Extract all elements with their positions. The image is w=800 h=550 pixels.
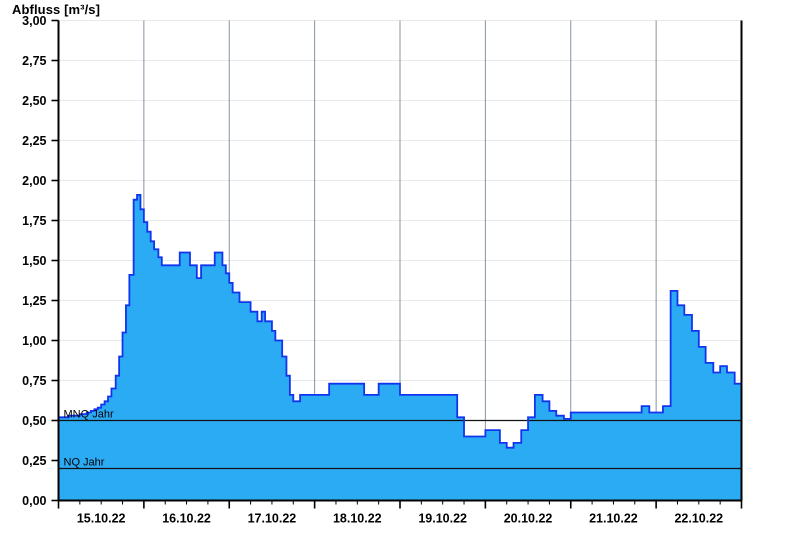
y-tick-label: 2,75	[22, 54, 46, 68]
x-tick-label: 19.10.22	[418, 512, 467, 526]
x-tick-label: 22.10.22	[674, 512, 723, 526]
y-tick-label: 1,00	[22, 334, 46, 348]
x-tick-label: 16.10.22	[162, 512, 211, 526]
reference-lines-group	[58, 419, 742, 470]
discharge-line	[58, 194, 743, 449]
y-tick-label: 2,00	[22, 174, 46, 188]
x-tick-label: 18.10.22	[333, 512, 382, 526]
y-tick-label: 0,75	[22, 374, 46, 388]
y-tick-label: 1,75	[22, 214, 46, 228]
y-tick-label: 2,50	[22, 94, 46, 108]
reference-line-labels: MNQ Jahr NQ Jahr	[64, 409, 114, 469]
reference-label-mnq: MNQ Jahr	[64, 409, 114, 421]
x-tick-label: 21.10.22	[589, 512, 638, 526]
series-line-path	[58, 194, 743, 449]
x-tick-label: 20.10.22	[504, 512, 553, 526]
x-axis-ticks: 15.10.22 16.10.22 17.10.22 18.10.22 19.10.22…	[57, 500, 743, 526]
area-fill-path	[58, 194, 742, 501]
y-tick-label: 0,25	[22, 454, 46, 468]
y-tick-label: 1,25	[22, 294, 46, 308]
y-tick-label: 0,00	[22, 494, 46, 508]
y-axis-ticks: 0,00 0,25 0,50 0,75 1,00 1,25 1,50 1,75 2,00 2,25…	[22, 14, 59, 508]
x-tick-label: 17.10.22	[248, 512, 297, 526]
chart-title: Abfluss [m³/s]	[12, 2, 101, 17]
y-tick-label: 3,00	[22, 14, 46, 28]
y-tick-label: 1,50	[22, 254, 46, 268]
x-tick-label: 15.10.22	[77, 512, 126, 526]
y-tick-label: 0,50	[22, 414, 46, 428]
discharge-area-fill	[58, 194, 742, 501]
y-tick-label: 2,25	[22, 134, 46, 148]
reference-label-nq: NQ Jahr	[64, 457, 105, 469]
